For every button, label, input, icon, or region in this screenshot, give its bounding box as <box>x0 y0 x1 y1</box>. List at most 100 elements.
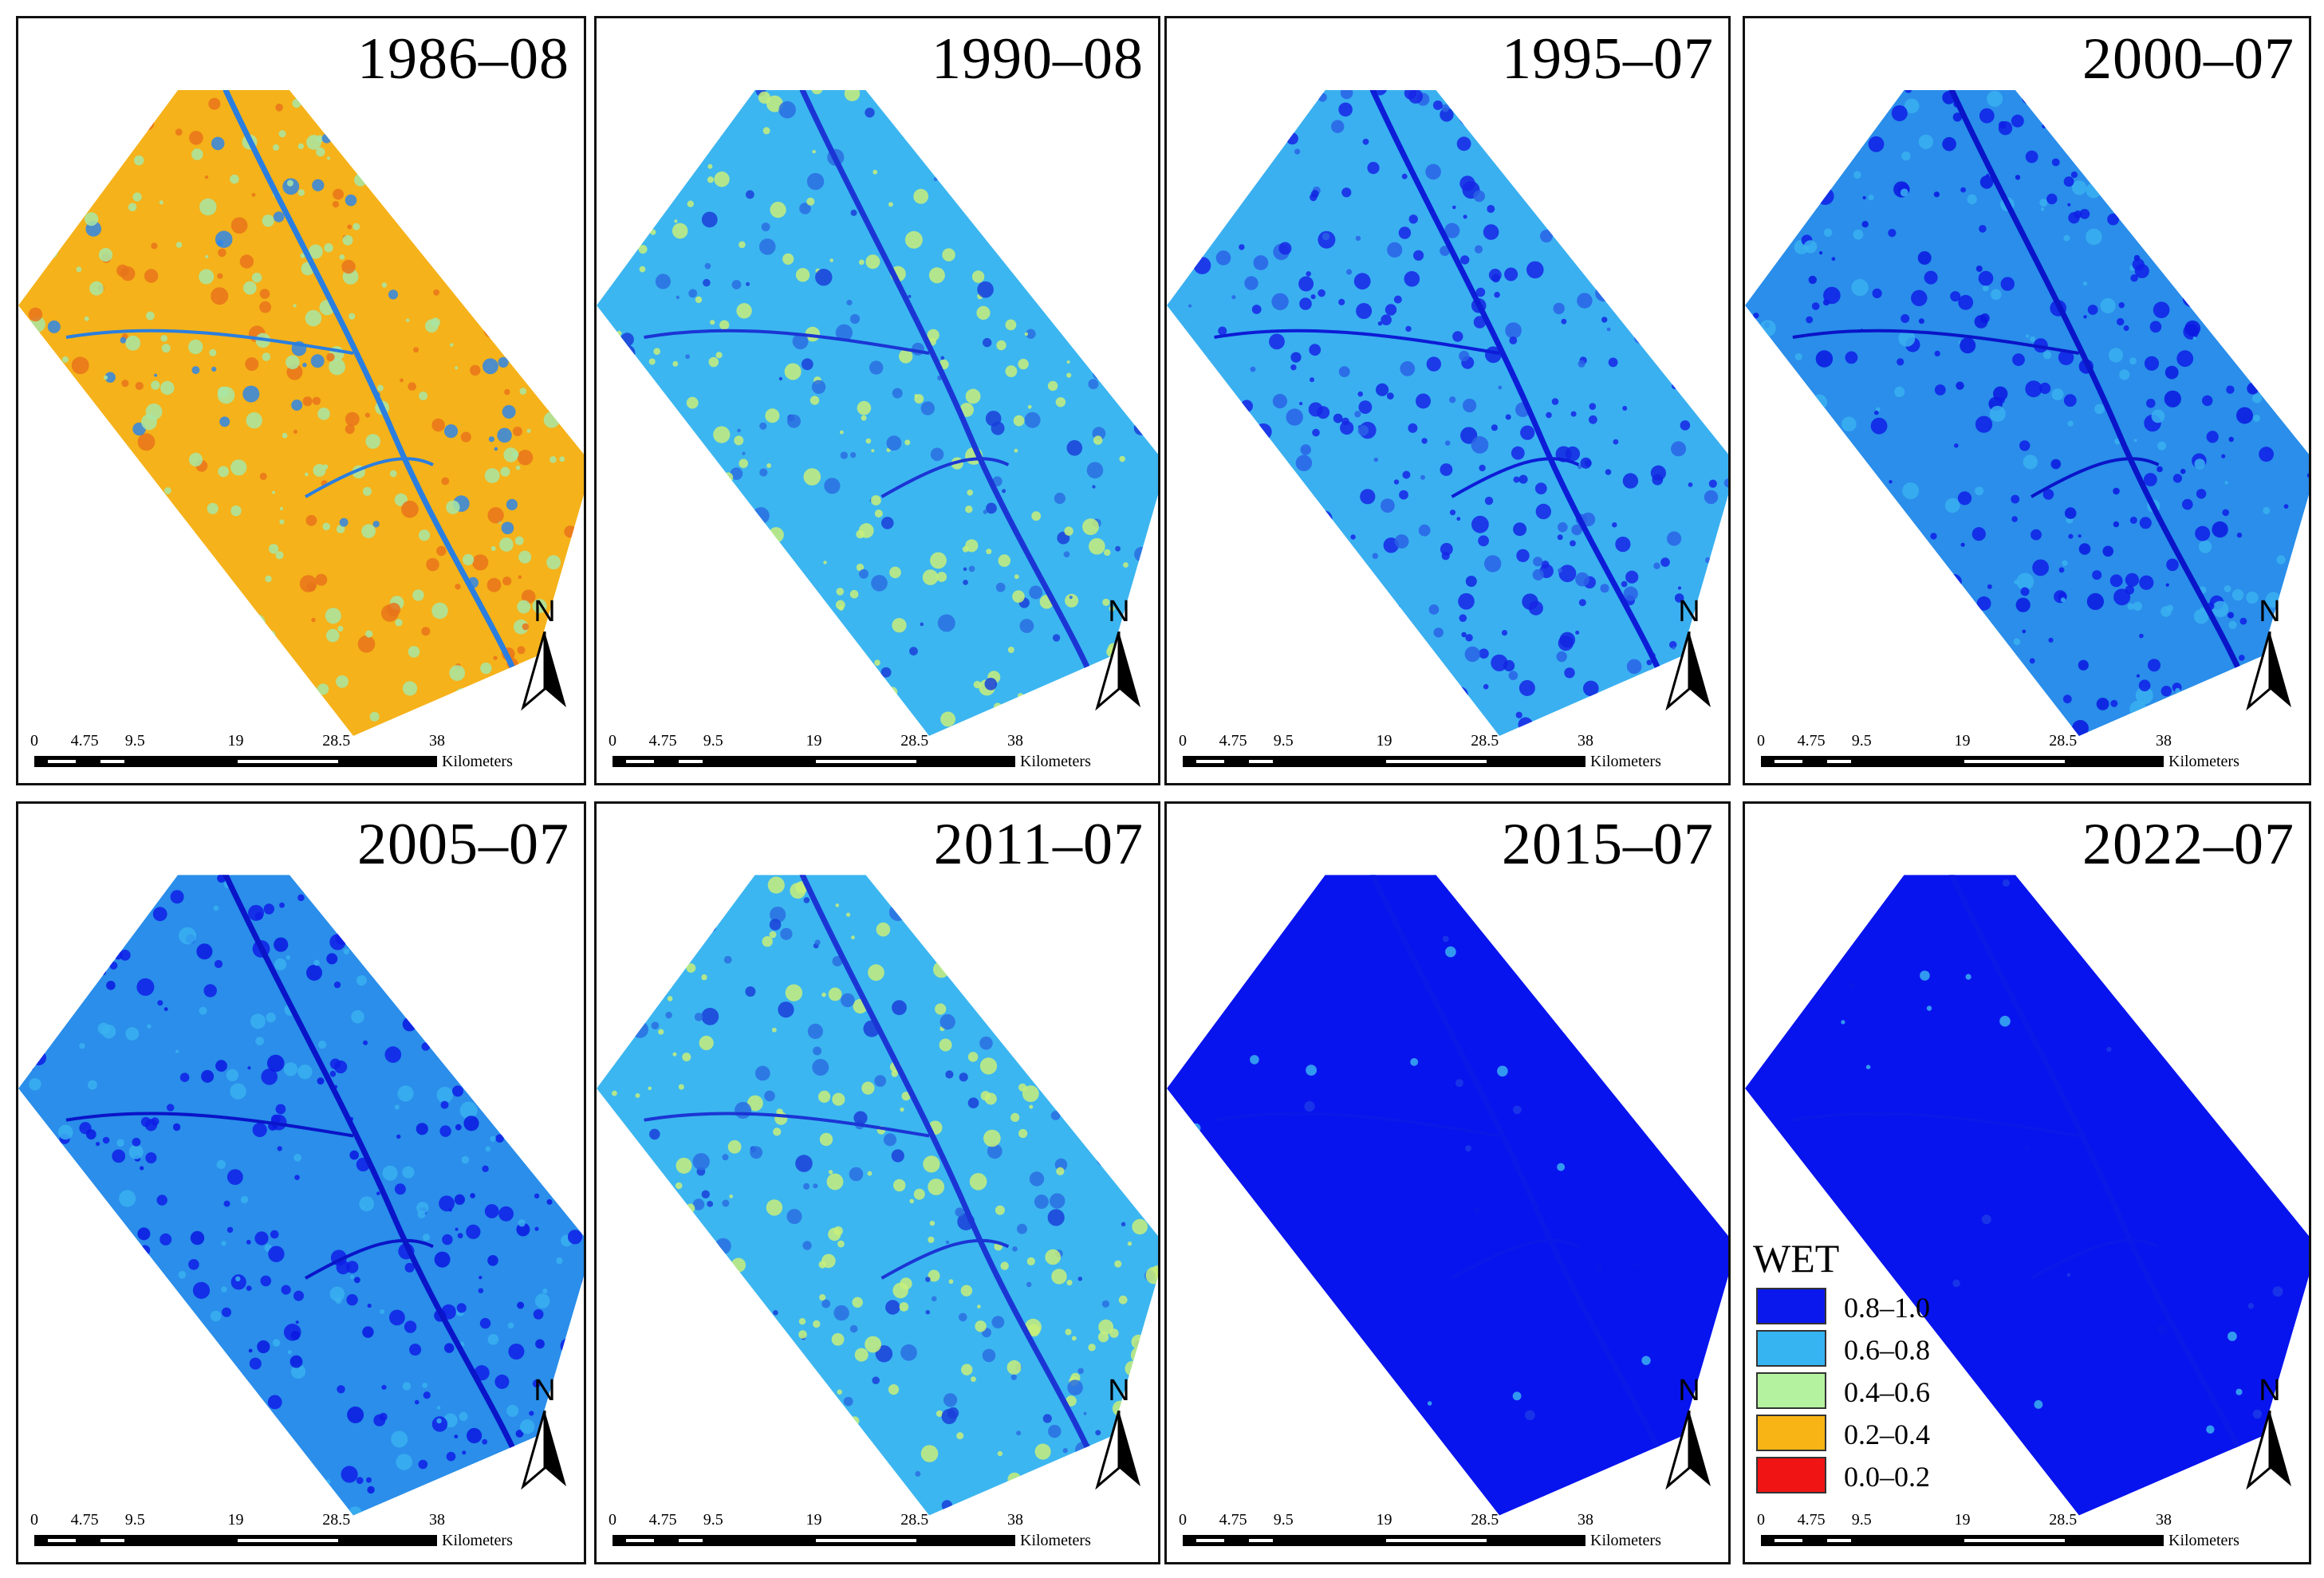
legend-label: 0.0–0.2 <box>1844 1461 1930 1493</box>
scale-bar-graphic <box>1183 1535 1585 1546</box>
scale-bar: 0 4.75 9.5 19 28.5 38 Kilometers <box>30 1511 576 1551</box>
panel-date-title: 1986–08 <box>357 26 569 92</box>
north-arrow-icon <box>521 1411 566 1490</box>
scale-unit-label: Kilometers <box>1020 753 1091 770</box>
legend-swatch <box>1756 1288 1826 1324</box>
scale-tick-label: 19 <box>1954 732 1971 750</box>
scale-bar: 0 4.75 9.5 19 28.5 38 Kilometers <box>609 1511 1150 1551</box>
scale-unit-label: Kilometers <box>442 1532 513 1549</box>
scale-tick-label: 4.75 <box>1797 1511 1826 1529</box>
scale-bar-segment <box>1196 1539 1225 1542</box>
north-arrow-icon <box>1665 1411 1711 1490</box>
panel-date-title: 2022–07 <box>2082 812 2294 877</box>
scale-tick-label: 28.5 <box>322 1511 351 1529</box>
scale-bar-segment <box>1385 1539 1487 1542</box>
legend-swatch <box>1756 1415 1826 1451</box>
scale-tick-label: 9.5 <box>124 1511 145 1529</box>
study-area-map <box>1745 875 2309 1516</box>
scale-bar-segment <box>1248 760 1274 763</box>
north-label: N <box>1678 595 1700 628</box>
scale-tick-label: 9.5 <box>703 1511 723 1529</box>
map-panel-8: 2022–07 N 0 4.75 9.5 19 28.5 38 Kilometers WET 0.8… <box>1743 801 2311 1564</box>
legend-label: 0.8–1.0 <box>1844 1292 1930 1324</box>
north-label: N <box>534 595 556 628</box>
scale-bar: 0 4.75 9.5 19 28.5 38 Kilometers <box>609 732 1150 772</box>
legend-swatch <box>1756 1372 1826 1409</box>
scale-tick-label: 9.5 <box>1851 732 1872 750</box>
legend-swatch <box>1756 1457 1826 1493</box>
map-panel-5: 2005–07 N 0 4.75 9.5 19 28.5 38 Kilometers <box>16 801 586 1564</box>
map-panel-1: 1986–08 N 0 4.75 9.5 19 28.5 38 Kilometers <box>16 16 586 785</box>
scale-tick-label: 38 <box>1007 1511 1023 1529</box>
scale-tick-label: 38 <box>429 732 445 750</box>
study-area-map <box>597 90 1158 736</box>
map-panel-2: 1990–08 N 0 4.75 9.5 19 28.5 38 Kilometers <box>594 16 1160 785</box>
study-area-map <box>18 875 584 1516</box>
scale-tick-label: 28.5 <box>900 1511 929 1529</box>
scale-tick-label: 19 <box>1376 732 1392 750</box>
scale-bar-segment <box>1775 1539 1803 1542</box>
scale-tick-label: 4.75 <box>1219 732 1247 750</box>
scale-tick-label: 28.5 <box>1471 1511 1499 1529</box>
legend-item: 0.0–0.2 <box>1753 1457 1968 1493</box>
scale-bar-segment <box>100 1539 125 1542</box>
map-panel-6: 2011–07 N 0 4.75 9.5 19 28.5 38 Kilometers <box>594 801 1160 1564</box>
scale-tick-label: 19 <box>227 1511 244 1529</box>
scale-tick-label: 19 <box>1376 1511 1392 1529</box>
scale-bar-segment <box>678 1539 703 1542</box>
north-label: N <box>1678 1374 1700 1407</box>
scale-bar-segment <box>100 760 125 763</box>
scale-bar: 0 4.75 9.5 19 28.5 38 Kilometers <box>1179 732 1720 772</box>
scale-bar-segment <box>626 1539 655 1542</box>
north-label: N <box>1108 1374 1130 1407</box>
scale-bar: 0 4.75 9.5 19 28.5 38 Kilometers <box>1757 1511 2301 1551</box>
scale-unit-label: Kilometers <box>2168 753 2239 770</box>
scale-bar-segment <box>626 760 655 763</box>
north-arrow: N <box>517 1375 573 1490</box>
scale-tick-label: 0 <box>30 732 38 750</box>
scale-tick-label: 0 <box>609 1511 616 1529</box>
scale-bar-graphic <box>1761 1535 2164 1546</box>
legend-label: 0.4–0.6 <box>1844 1376 1930 1408</box>
north-arrow: N <box>2242 1375 2298 1490</box>
scale-bar: 0 4.75 9.5 19 28.5 38 Kilometers <box>1179 1511 1720 1551</box>
scale-tick-label: 9.5 <box>1851 1511 1872 1529</box>
north-arrow-icon <box>1095 632 1140 711</box>
scale-tick-label: 4.75 <box>1219 1511 1247 1529</box>
scale-tick-label: 19 <box>806 732 822 750</box>
scale-bar-graphic <box>1761 756 2164 767</box>
north-arrow: N <box>1661 1374 1717 1490</box>
scale-tick-label: 4.75 <box>70 1511 99 1529</box>
scale-unit-label: Kilometers <box>442 753 513 770</box>
study-area-map <box>1167 875 1728 1516</box>
scale-bar-segment <box>1248 1539 1274 1542</box>
scale-tick-label: 38 <box>2156 732 2172 750</box>
legend-item: 0.2–0.4 <box>1753 1415 1968 1451</box>
scale-tick-label: 4.75 <box>648 732 677 750</box>
scale-bar-segment <box>237 1539 338 1542</box>
scale-tick-label: 4.75 <box>70 732 99 750</box>
map-panel-3: 1995–07 N 0 4.75 9.5 19 28.5 38 Kilometers <box>1164 16 1731 785</box>
scale-bar-segment <box>815 1539 916 1542</box>
legend-item: 0.6–0.8 <box>1753 1330 1968 1367</box>
scale-tick-label: 28.5 <box>1471 732 1499 750</box>
north-arrow-icon <box>2246 632 2291 711</box>
scale-unit-label: Kilometers <box>1590 753 1661 770</box>
scale-bar-segment <box>1775 760 1803 763</box>
scale-tick-label: 9.5 <box>1273 1511 1294 1529</box>
panel-date-title: 2011–07 <box>933 812 1144 877</box>
scale-bar-segment <box>678 760 703 763</box>
scale-unit-label: Kilometers <box>1020 1532 1091 1549</box>
scale-tick-label: 28.5 <box>2049 1511 2078 1529</box>
scale-tick-label: 0 <box>1757 1511 1765 1529</box>
north-label: N <box>2259 595 2281 628</box>
scale-tick-label: 0 <box>1757 732 1765 750</box>
study-area-map <box>1745 90 2309 736</box>
study-area-map <box>18 90 584 736</box>
scale-bar: 0 4.75 9.5 19 28.5 38 Kilometers <box>1757 732 2301 772</box>
scale-tick-label: 0 <box>1179 732 1187 750</box>
scale-tick-label: 38 <box>1578 732 1593 750</box>
legend-title: WET <box>1753 1236 1840 1281</box>
wet-legend: WET 0.8–1.0 0.6–0.8 0.4–0.6 0.2–0.4 0.0–0.2 <box>1753 1238 1976 1493</box>
scale-bar-segment <box>237 760 338 763</box>
